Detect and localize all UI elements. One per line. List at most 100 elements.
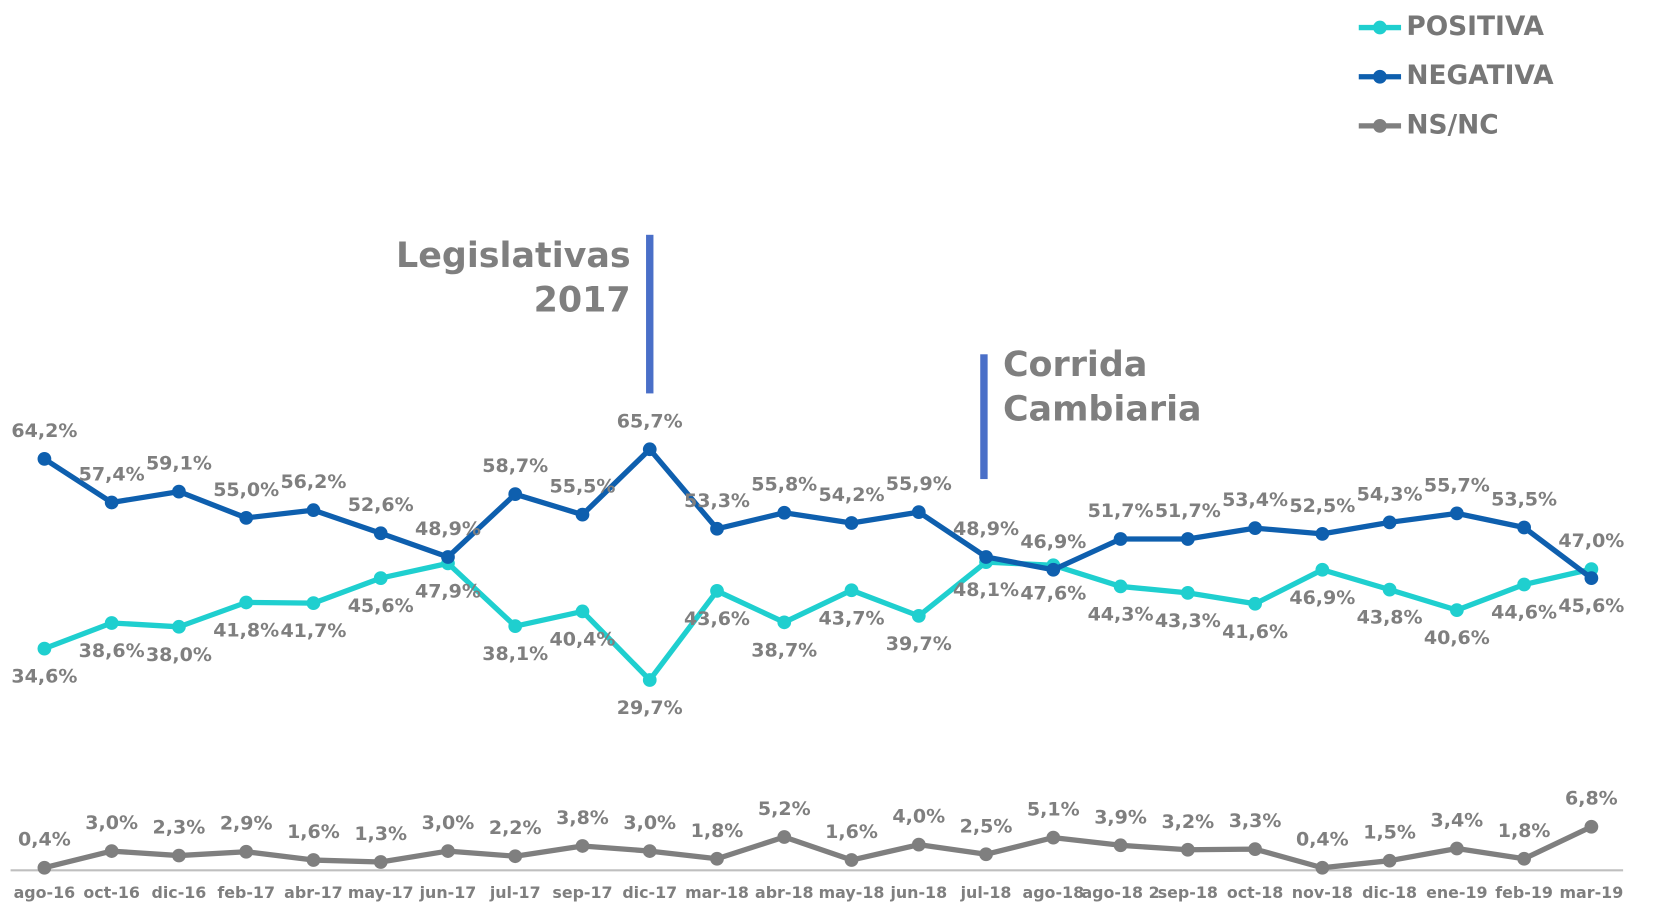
point bbox=[239, 510, 254, 525]
data-label: 56,2% bbox=[280, 471, 346, 493]
annotation-text: Legislativas bbox=[396, 236, 631, 276]
point bbox=[104, 495, 119, 510]
data-label: 44,3% bbox=[1088, 603, 1154, 625]
data-label: 43,6% bbox=[684, 608, 750, 630]
point bbox=[508, 849, 523, 864]
point bbox=[911, 505, 926, 519]
point bbox=[508, 487, 523, 502]
point bbox=[1113, 579, 1128, 594]
annotation-bar bbox=[980, 354, 988, 480]
data-label: 38,7% bbox=[751, 639, 817, 661]
point bbox=[1248, 842, 1262, 857]
point bbox=[1517, 520, 1531, 535]
data-label: 44,6% bbox=[1491, 602, 1557, 624]
data-label: 38,6% bbox=[79, 640, 145, 662]
point bbox=[1382, 853, 1397, 868]
point bbox=[1315, 562, 1330, 577]
data-label: 45,6% bbox=[1558, 595, 1624, 617]
point bbox=[1584, 571, 1599, 585]
data-label: 55,9% bbox=[886, 473, 952, 495]
point bbox=[373, 571, 388, 585]
data-label: 38,0% bbox=[146, 644, 212, 666]
line bbox=[43, 824, 1593, 871]
point bbox=[777, 505, 792, 520]
point bbox=[710, 521, 724, 536]
point bbox=[575, 507, 590, 522]
data-label: 3,0% bbox=[85, 812, 138, 834]
data-label: 39,7% bbox=[886, 633, 952, 655]
point bbox=[979, 847, 993, 862]
point bbox=[172, 484, 186, 499]
legend-dot bbox=[1373, 69, 1387, 84]
data-label: 46,9% bbox=[1289, 587, 1355, 609]
point bbox=[710, 584, 724, 598]
data-label: 6,8% bbox=[1565, 788, 1618, 810]
data-label: 3,0% bbox=[422, 812, 475, 834]
data-label: 52,6% bbox=[348, 494, 414, 516]
data-label: 47,9% bbox=[415, 580, 481, 602]
data-label: 3,2% bbox=[1161, 811, 1214, 833]
data-label: 47,0% bbox=[1558, 530, 1624, 552]
data-label: 48,9% bbox=[953, 518, 1019, 540]
data-label: 54,2% bbox=[819, 484, 885, 506]
data-label: 53,3% bbox=[684, 490, 750, 512]
data-label: 29,7% bbox=[617, 697, 683, 719]
annotation-text: Cambiaria bbox=[1003, 389, 1202, 429]
data-label: 65,7% bbox=[617, 410, 683, 432]
point bbox=[777, 830, 792, 844]
data-label: 59,1% bbox=[146, 453, 212, 475]
point bbox=[239, 844, 254, 859]
point bbox=[373, 526, 388, 541]
annotation-bar bbox=[646, 234, 654, 394]
point bbox=[239, 595, 254, 610]
data-label: 41,7% bbox=[280, 620, 346, 642]
data-label: 4,0% bbox=[892, 806, 945, 828]
point bbox=[575, 604, 590, 619]
point bbox=[37, 641, 52, 656]
point bbox=[1449, 841, 1464, 856]
data-label: 1,6% bbox=[287, 821, 340, 843]
data-label: 0,4% bbox=[1296, 829, 1349, 851]
data-label: 51,7% bbox=[1088, 500, 1154, 522]
x-tick-label: dic-16 bbox=[152, 883, 207, 902]
data-label: 38,1% bbox=[482, 643, 548, 665]
data-label: 64,2% bbox=[11, 420, 77, 442]
point bbox=[844, 853, 859, 867]
x-tick-label: mar-18 bbox=[685, 883, 749, 902]
data-label: 3,3% bbox=[1229, 810, 1282, 832]
x-tick-label: sep-18 bbox=[1158, 883, 1218, 902]
data-label: 51,7% bbox=[1155, 500, 1221, 522]
data-label: 43,8% bbox=[1357, 607, 1423, 629]
point bbox=[306, 853, 321, 867]
point bbox=[1449, 603, 1464, 618]
data-label: 48,1% bbox=[953, 579, 1019, 601]
point bbox=[1315, 860, 1330, 875]
x-tick-label: dic-17 bbox=[622, 883, 677, 902]
point bbox=[373, 855, 388, 869]
point bbox=[441, 844, 455, 858]
data-label: 55,5% bbox=[549, 476, 615, 498]
point bbox=[508, 619, 523, 634]
point bbox=[306, 596, 321, 610]
legend-label: POSITIVA bbox=[1406, 11, 1544, 42]
line bbox=[43, 559, 1592, 683]
x-tick-label: ene-19 bbox=[1426, 883, 1487, 902]
data-label: 1,8% bbox=[691, 820, 744, 842]
point bbox=[37, 860, 52, 875]
legend-label: NEGATIVA bbox=[1406, 60, 1554, 91]
point bbox=[306, 503, 321, 518]
data-label: 54,3% bbox=[1357, 483, 1423, 505]
x-tick-label: feb-17 bbox=[217, 883, 275, 902]
data-label: 2,9% bbox=[220, 813, 273, 835]
point bbox=[710, 851, 724, 866]
point bbox=[1449, 506, 1464, 521]
point bbox=[979, 550, 993, 564]
point bbox=[1180, 585, 1195, 600]
annotation-text: 2017 bbox=[534, 280, 631, 320]
point bbox=[642, 673, 657, 687]
point bbox=[1517, 851, 1531, 866]
point bbox=[1113, 838, 1128, 853]
data-label: 53,5% bbox=[1491, 488, 1557, 510]
data-label: 3,9% bbox=[1094, 806, 1147, 828]
